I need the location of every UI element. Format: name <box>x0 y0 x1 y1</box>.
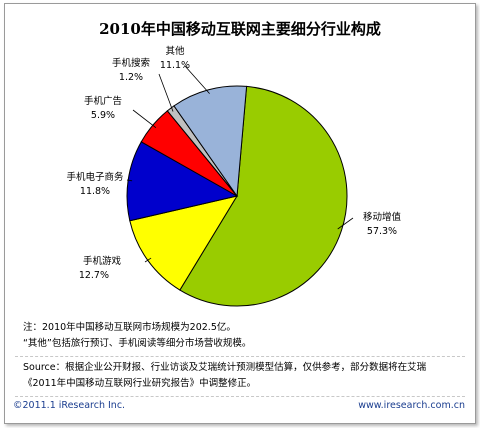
leader-line <box>144 257 152 263</box>
leader-line <box>337 217 354 230</box>
slice-label: 其他 <box>165 45 185 57</box>
leader-line <box>158 73 174 112</box>
source-line-1: Source：根据企业公开财报、行业访谈及艾瑞统计预测模型估算，仅供参考，部分数… <box>23 362 427 373</box>
slice-value-label: 12.7% <box>79 270 109 281</box>
chart-title: 2010年中国移动互联网主要细分行业构成 <box>99 20 381 38</box>
chart-frame: 2010年中国移动互联网主要细分行业构成 移动增值 57.3% 手机游戏 12.7% 手… <box>4 3 476 424</box>
slice-value-label: 11.8% <box>80 186 110 197</box>
slice-label: 手机游戏 <box>83 255 122 267</box>
website-link[interactable]: www.iresearch.com.cn <box>358 400 465 411</box>
divider <box>15 396 465 397</box>
slice-value-label: 57.3% <box>367 226 397 237</box>
slice-value-label: 11.1% <box>160 60 190 71</box>
leader-line <box>126 179 133 182</box>
pie-slice <box>179 85 348 307</box>
slice-label: 手机电子商务 <box>66 171 124 183</box>
slice-value-label: 5.9% <box>91 110 115 121</box>
divider <box>15 356 465 357</box>
source-line-2: 《2011年中国移动互联网行业研究报告》中调整修正。 <box>23 378 257 389</box>
leader-line <box>184 65 210 94</box>
copyright-text: ©2011.1 iResearch Inc. <box>13 400 126 411</box>
note-market-size: 注：2010年中国移动互联网市场规模为202.5亿。 <box>23 322 236 333</box>
slice-label: 移动增值 <box>363 211 402 223</box>
slice-value-label: 1.2% <box>119 72 143 83</box>
slice-label: 手机搜索 <box>112 57 150 69</box>
pie-chart: 移动增值 57.3% 手机游戏 12.7% 手机电子商务 11.8% 手机广告 5.9% 手机搜… <box>66 45 402 307</box>
slice-label: 手机广告 <box>84 95 122 107</box>
note-others-definition: “其他”包括旅行预订、手机阅读等细分市场营收规模。 <box>23 338 252 349</box>
pie-slice <box>173 85 248 198</box>
leader-line <box>132 109 157 129</box>
